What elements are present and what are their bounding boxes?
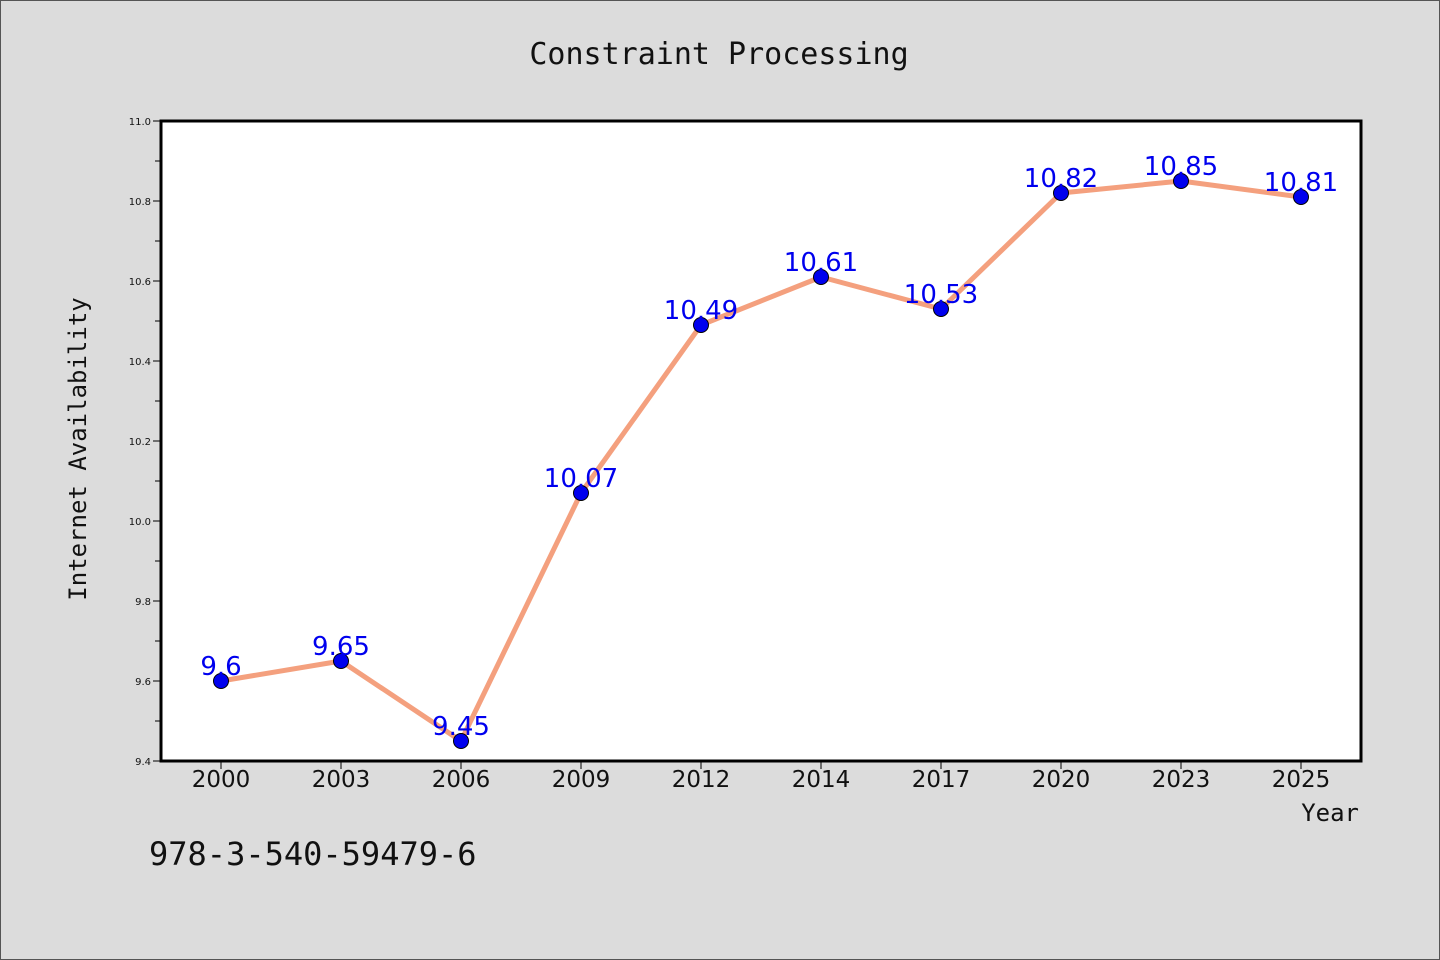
x-tick-label: 2012 <box>672 767 731 793</box>
data-point <box>933 301 949 317</box>
y-tick-label: 10.8 <box>129 197 151 208</box>
x-tick-label: 2006 <box>432 767 491 793</box>
y-tick-label: 10.6 <box>129 277 151 288</box>
data-label: 10.49 <box>664 296 738 326</box>
plot-area <box>159 119 1363 763</box>
data-label: 9.65 <box>312 632 370 662</box>
data-label: 10.07 <box>544 464 618 494</box>
data-point <box>453 733 469 749</box>
x-tick-label: 2023 <box>1152 767 1211 793</box>
data-label: 10.61 <box>784 248 858 278</box>
data-point <box>573 485 589 501</box>
y-tick-label: 9.8 <box>135 597 151 608</box>
x-tick-label: 2003 <box>312 767 371 793</box>
data-label: 10.53 <box>904 280 978 310</box>
y-axis-label: Internet Availability <box>64 297 92 600</box>
y-tick-label: 10.2 <box>129 437 151 448</box>
data-label: 10.85 <box>1144 152 1218 182</box>
y-tick-label: 9.6 <box>135 677 151 688</box>
x-tick-label: 2025 <box>1272 767 1331 793</box>
x-tick-label: 2009 <box>552 767 611 793</box>
chart-title: Constraint Processing <box>529 37 908 72</box>
data-point <box>693 317 709 333</box>
data-point <box>1293 189 1309 205</box>
x-tick-label: 2000 <box>192 767 251 793</box>
y-tick-label: 11.0 <box>129 117 151 128</box>
data-point <box>1173 173 1189 189</box>
y-tick-label: 10.4 <box>129 357 151 368</box>
data-point <box>213 673 229 689</box>
data-point <box>1053 185 1069 201</box>
y-tick-label: 9.4 <box>135 757 151 768</box>
data-label: 9.45 <box>432 712 490 742</box>
isbn-label: 978-3-540-59479-6 <box>149 835 477 873</box>
data-point <box>333 653 349 669</box>
y-tick-label: 10.0 <box>129 517 151 528</box>
x-tick-label: 2020 <box>1032 767 1091 793</box>
series-line <box>220 178 1302 744</box>
x-tick-label: 2014 <box>792 767 851 793</box>
data-label: 10.81 <box>1264 168 1338 198</box>
data-point <box>813 269 829 285</box>
x-axis-label: Year <box>1301 799 1359 827</box>
data-label: 9.6 <box>200 652 241 682</box>
data-label: 10.82 <box>1024 164 1098 194</box>
x-axis-ticks: 2000 2003 2006 2009 2012 2014 2017 2020 2023 2025 <box>192 761 1331 793</box>
y-axis-ticks: 9.4 9.6 9.8 10.0 10.2 10.4 10.6 10.8 11.0 <box>129 117 161 768</box>
x-tick-label: 2017 <box>912 767 971 793</box>
series-group: 9.6 9.65 9.45 10.07 10.49 10.61 10.53 10.82 10.8… <box>200 152 1338 749</box>
